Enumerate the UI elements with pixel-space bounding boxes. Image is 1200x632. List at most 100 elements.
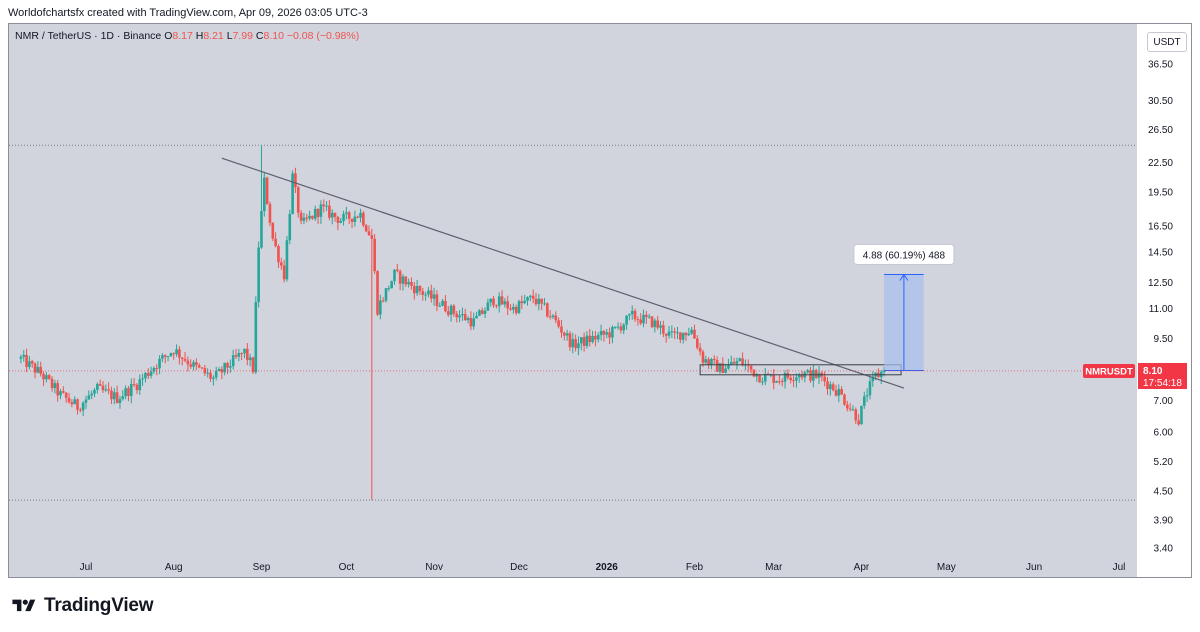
- candle: [645, 310, 648, 325]
- candle: [735, 357, 739, 370]
- candle-body: [59, 391, 62, 396]
- candle-body: [840, 389, 843, 395]
- candle-body: [605, 332, 609, 335]
- candle: [373, 234, 376, 275]
- candle-body: [376, 271, 379, 315]
- candle-body: [404, 276, 408, 285]
- candle-body: [183, 358, 187, 361]
- candle-body: [523, 300, 526, 304]
- candle: [93, 387, 96, 398]
- symbol-tag-box: [1083, 363, 1135, 378]
- candle: [277, 244, 280, 268]
- time-tick-label: Mar: [765, 562, 783, 573]
- candle: [214, 366, 218, 381]
- candle: [800, 370, 804, 381]
- candle: [432, 287, 436, 306]
- candle: [636, 316, 640, 326]
- candle-body: [789, 377, 793, 381]
- candle: [608, 327, 611, 345]
- chart-frame[interactable]: 4.88 (60.19%) 488 36.50 30.50 26.50 22.50 19…: [8, 23, 1192, 578]
- candle-body: [588, 335, 592, 342]
- candle: [596, 332, 600, 343]
- candle-body: [823, 376, 826, 382]
- price-tick-label: 7.00: [1154, 396, 1174, 407]
- candle: [62, 386, 65, 394]
- candle: [814, 368, 818, 379]
- candle-body: [189, 364, 193, 367]
- candle-body: [594, 335, 597, 340]
- candle-body: [330, 212, 334, 218]
- candle: [353, 210, 357, 227]
- price-tick-label: 26.50: [1148, 125, 1173, 136]
- candle: [200, 367, 204, 370]
- candle-body: [514, 306, 518, 313]
- plot-area[interactable]: [9, 24, 1137, 577]
- candle-body: [186, 360, 190, 365]
- candle: [452, 304, 456, 317]
- candle-body: [560, 326, 563, 333]
- candle: [551, 313, 555, 320]
- candle: [362, 210, 365, 228]
- close-label: C: [255, 30, 264, 42]
- candle: [613, 326, 617, 330]
- candle-body: [115, 392, 119, 403]
- candle: [356, 215, 359, 219]
- candle: [656, 315, 659, 330]
- candle: [288, 209, 292, 245]
- candle-body: [797, 374, 801, 378]
- candle: [138, 374, 142, 395]
- candle: [180, 357, 184, 366]
- candle-body: [285, 240, 289, 280]
- time-tick-label: Jul: [1113, 562, 1126, 573]
- candles: [19, 145, 886, 501]
- price-scale[interactable]: [1137, 24, 1191, 577]
- candle: [712, 355, 716, 365]
- candle-body: [882, 370, 886, 372]
- price-chart[interactable]: 4.88 (60.19%) 488 36.50 30.50 26.50 22.50 19…: [9, 24, 1191, 577]
- candle-body: [234, 355, 238, 357]
- candle-body: [152, 368, 156, 372]
- candle: [36, 360, 40, 374]
- candle-body: [364, 225, 368, 232]
- candle-body: [265, 177, 269, 205]
- candle-body: [721, 363, 725, 373]
- candle-body: [277, 246, 280, 263]
- candle: [568, 331, 572, 351]
- candle: [412, 281, 416, 300]
- candle-body: [257, 247, 260, 302]
- candle: [203, 364, 207, 376]
- candle-body: [104, 389, 108, 391]
- candle-body: [786, 373, 790, 378]
- symbol-legend: NMR / TetherUS · 1D · Binance O8.17 H8.2…: [15, 30, 359, 42]
- candle: [749, 365, 753, 374]
- candle-body: [407, 281, 410, 285]
- candle: [67, 392, 71, 404]
- time-tick-label: Jun: [1026, 562, 1042, 573]
- candle-body: [546, 303, 549, 317]
- candle-body: [662, 325, 665, 334]
- candle-body: [667, 331, 671, 336]
- candle-body: [274, 238, 277, 247]
- candle: [127, 385, 130, 402]
- candle-body: [294, 173, 297, 188]
- candle-body: [353, 216, 357, 222]
- candle: [359, 208, 362, 223]
- candle-body: [138, 379, 142, 391]
- candle-body: [529, 295, 532, 298]
- candle-body: [701, 351, 705, 363]
- candle: [302, 212, 306, 225]
- candle-body: [47, 375, 51, 379]
- candle: [769, 373, 773, 378]
- candle: [345, 206, 348, 220]
- candle-body: [418, 286, 422, 292]
- candle: [70, 399, 74, 408]
- candle: [520, 295, 524, 310]
- candle-body: [339, 220, 343, 223]
- candle: [124, 385, 127, 400]
- candle: [834, 384, 838, 397]
- candle: [146, 368, 150, 380]
- candle-body: [659, 325, 662, 328]
- candle-body: [466, 318, 470, 321]
- candle: [622, 323, 626, 335]
- currency-button[interactable]: USDT: [1147, 32, 1187, 52]
